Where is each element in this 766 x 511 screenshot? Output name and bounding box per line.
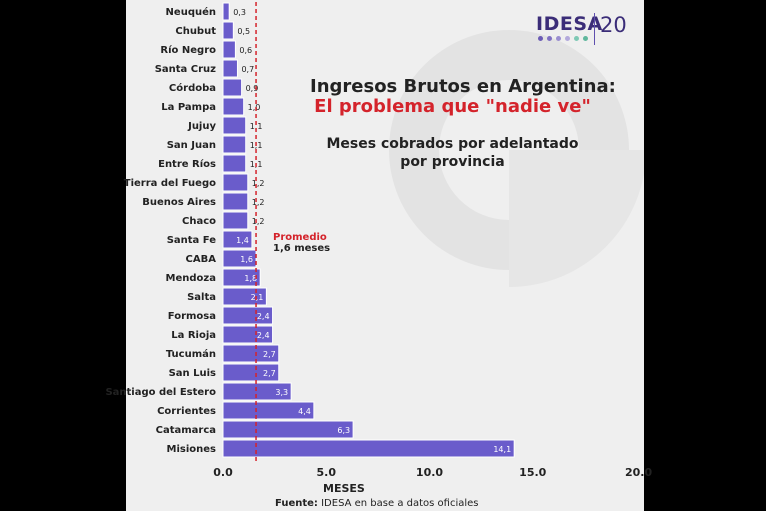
logo-dot — [538, 36, 543, 41]
bar — [222, 363, 280, 382]
bar — [222, 268, 261, 287]
category-label: Catamarca — [156, 425, 216, 436]
value-label: 2,7 — [263, 369, 276, 378]
value-label: 2,4 — [257, 312, 270, 321]
chart-subtitle: Meses cobrados por adelantado por provin… — [310, 135, 595, 171]
bar — [222, 154, 247, 173]
value-label: 1,1 — [250, 122, 263, 131]
x-tick-label: 10.0 — [416, 466, 443, 479]
value-label: 3,3 — [275, 388, 288, 397]
bar — [222, 173, 249, 192]
category-label: Santa Fe — [167, 235, 217, 246]
value-label: 1,2 — [252, 179, 265, 188]
logo-dot — [547, 36, 552, 41]
category-label: San Juan — [167, 140, 216, 151]
category-label: La Pampa — [161, 102, 216, 113]
logo-dots — [538, 36, 588, 41]
category-label: Santa Cruz — [155, 64, 216, 75]
category-label: Formosa — [168, 311, 216, 322]
value-label: 2,1 — [251, 293, 264, 302]
value-label: 0,3 — [233, 8, 246, 17]
idesa-logo: IDESA — [536, 13, 603, 35]
value-label: 2,4 — [257, 331, 270, 340]
bar — [222, 211, 249, 230]
bar — [222, 382, 292, 401]
category-label: Salta — [187, 292, 216, 303]
bar — [222, 249, 257, 268]
source-label: Fuente: — [275, 498, 318, 509]
x-tick-label: 20.0 — [625, 466, 652, 479]
value-label: 0,6 — [239, 46, 252, 55]
x-tick-label: 5.0 — [317, 466, 337, 479]
value-label: 0,7 — [241, 65, 254, 74]
bar — [222, 116, 247, 135]
chart-title: Ingresos Brutos en Argentina: — [310, 76, 616, 97]
bar — [222, 78, 243, 97]
logo-anniversary-number: 20 — [600, 13, 627, 37]
infographic-panel — [126, 0, 644, 511]
bar — [222, 401, 315, 420]
logo-dot — [556, 36, 561, 41]
category-label: La Rioja — [171, 330, 216, 341]
category-label: Misiones — [167, 444, 217, 455]
source-text: IDESA en base a datos oficiales — [321, 498, 479, 509]
value-label: 1,2 — [252, 217, 265, 226]
bar — [222, 2, 230, 21]
category-label: Tierra del Fuego — [124, 178, 216, 189]
category-label: Neuquén — [166, 6, 216, 18]
category-label: Río Negro — [160, 44, 216, 56]
bar — [222, 439, 515, 458]
x-tick-label: 0.0 — [213, 466, 233, 479]
bar — [222, 135, 247, 154]
bar — [222, 420, 354, 439]
average-label: Promedio — [273, 232, 327, 243]
bar — [222, 97, 245, 116]
value-label: 4,4 — [298, 407, 311, 416]
background-graphic — [389, 30, 644, 287]
bar — [222, 325, 274, 344]
category-label: Santiago del Estero — [105, 387, 216, 398]
category-label: Buenos Aires — [142, 197, 216, 208]
value-label: 1,0 — [248, 103, 261, 112]
value-label: 1,2 — [252, 198, 265, 207]
logo-dot — [565, 36, 570, 41]
category-label: Chubut — [175, 26, 216, 37]
category-label: Corrientes — [157, 406, 216, 417]
value-label: 2,7 — [263, 350, 276, 359]
category-label: Tucumán — [166, 348, 216, 360]
x-tick-label: 15.0 — [519, 466, 546, 479]
value-label: 1,8 — [244, 274, 257, 283]
bar — [222, 230, 253, 249]
bar — [222, 192, 249, 211]
logo-separator — [594, 13, 595, 45]
logo-text: IDESA — [536, 13, 603, 35]
category-label: San Luis — [169, 368, 216, 379]
value-label: 6,3 — [337, 426, 350, 435]
logo-dot — [583, 36, 588, 41]
value-label: 14,1 — [493, 445, 511, 454]
bar — [222, 21, 234, 40]
logo-dot — [574, 36, 579, 41]
average-value: 1,6 meses — [273, 243, 331, 254]
category-label: Chaco — [182, 216, 216, 227]
category-label: Jujuy — [187, 121, 216, 132]
source-note: Fuente: IDESA en base a datos oficiales — [275, 498, 479, 509]
bar — [222, 59, 238, 78]
value-label: 1,6 — [240, 255, 253, 264]
category-label: Córdoba — [169, 82, 216, 94]
category-label: CABA — [186, 254, 217, 265]
category-label: Entre Ríos — [158, 158, 216, 170]
value-label: 0,5 — [237, 27, 250, 36]
bar — [222, 306, 274, 325]
x-axis-label: MESES — [323, 482, 365, 495]
value-label: 0,9 — [246, 84, 259, 93]
value-label: 1,4 — [236, 236, 249, 245]
chart-title-highlight: El problema que "nadie ve" — [314, 96, 591, 117]
bar — [222, 344, 280, 363]
subtitle-line-2: por provincia — [400, 154, 505, 170]
bar — [222, 40, 236, 59]
category-label: Mendoza — [166, 273, 216, 284]
subtitle-line-1: Meses cobrados por adelantado — [326, 136, 579, 152]
